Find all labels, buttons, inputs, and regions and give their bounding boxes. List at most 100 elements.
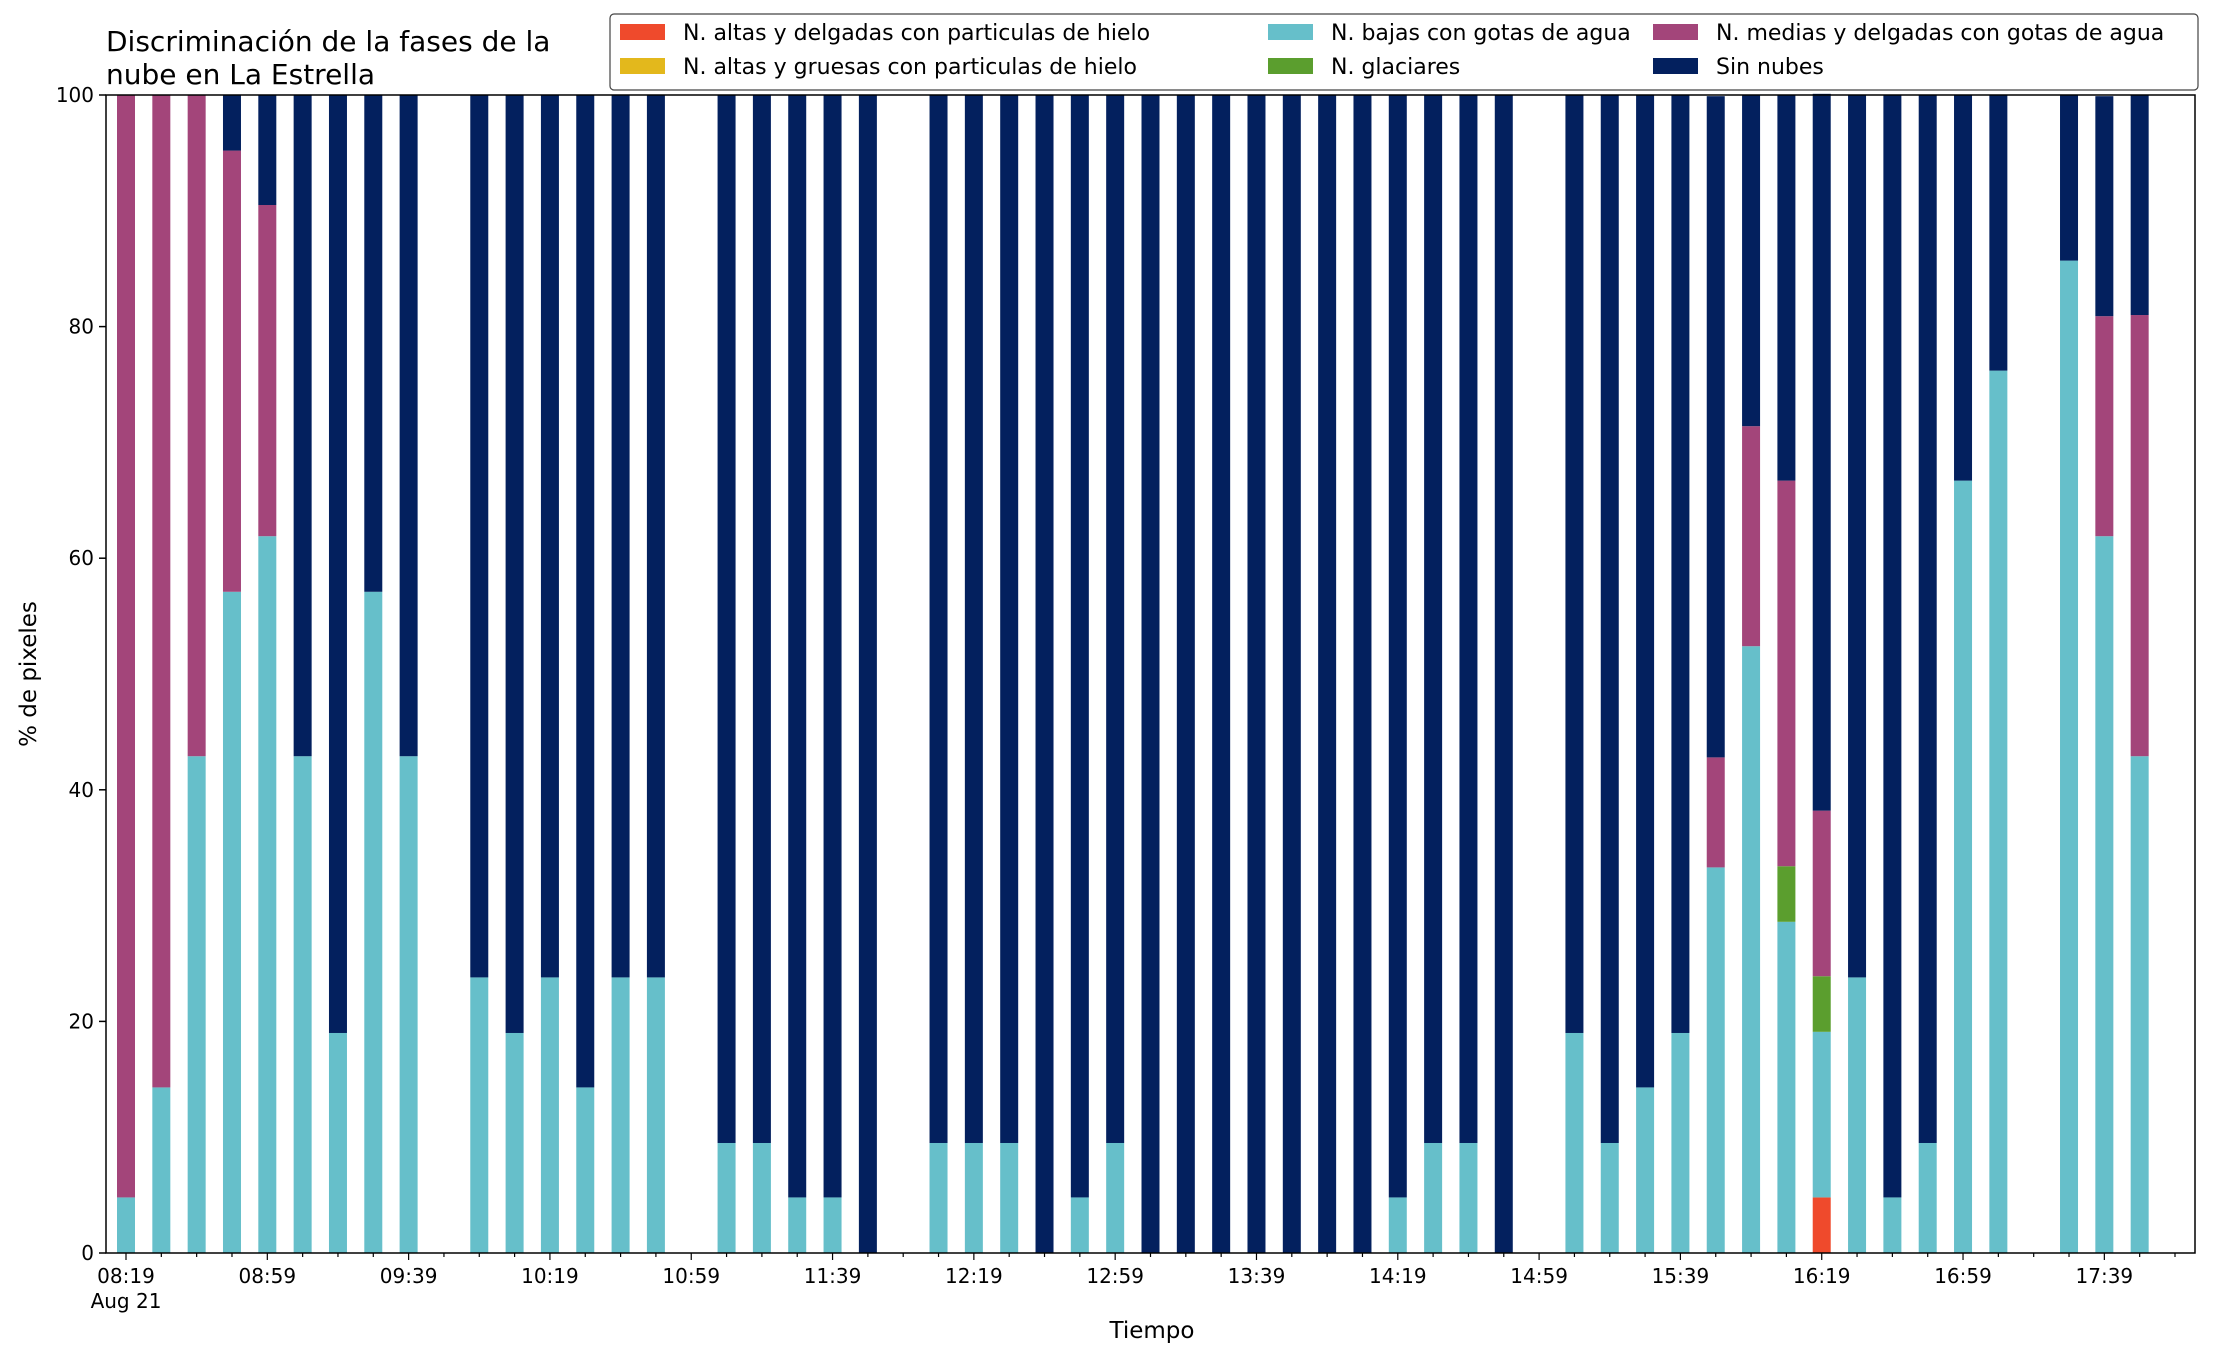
bar-segment-0859-s4	[258, 205, 277, 537]
bar-segment-1359-s5	[1318, 95, 1337, 1253]
bar-segment-1539-s5	[1671, 95, 1690, 1033]
bar-segment-1229-s5	[1000, 95, 1019, 1143]
x-tick-sublabel: Aug 21	[91, 1289, 162, 1313]
bar-segment-1529-s2	[1636, 1087, 1655, 1253]
bar-segment-1049-s2	[646, 977, 665, 1253]
bar-segment-1429-s5	[1424, 95, 1443, 1143]
bar-segment-1219-s2	[964, 1142, 983, 1253]
bar-segment-0819-s2	[117, 1197, 135, 1253]
bar-segment-1249-s2	[1070, 1197, 1089, 1253]
legend-box	[609, 13, 2199, 91]
bar-segment-1559-s2	[1742, 646, 1761, 1253]
x-tick-label: 16:19	[1793, 1264, 1851, 1288]
x-tick-label: 15:39	[1652, 1264, 1710, 1288]
bar-segment-1419-s2	[1388, 1197, 1407, 1253]
x-tick-label: 13:39	[1228, 1264, 1286, 1288]
bar-segment-1559-s4	[1742, 426, 1761, 647]
y-axis: 0 20 40 60 80 100	[56, 83, 106, 1265]
bar-segment-1039-s2	[611, 977, 630, 1253]
bar-segment-1609-s3	[1777, 866, 1796, 922]
bar-segment-1219-s5	[964, 95, 983, 1143]
bar-segment-1629-s5	[1848, 95, 1867, 978]
bar-segment-1739-s4	[2095, 316, 2114, 537]
bar-segment-0859-s5	[258, 95, 277, 206]
x-tick-label: 10:19	[521, 1264, 579, 1288]
bar-segment-1309-s5	[1141, 95, 1160, 1253]
bar-segment-1449-s5	[1494, 95, 1513, 1253]
bar-segment-1749-s2	[2130, 756, 2149, 1253]
bar-segment-1019-s5	[540, 95, 559, 978]
bar-segment-1439-s5	[1459, 95, 1478, 1143]
bar-segment-0929-s5	[364, 95, 383, 592]
chart-title-line-1: Discriminación de la fases de la	[106, 25, 550, 58]
bar-segment-1409-s5	[1353, 95, 1372, 1253]
bar-segment-1609-s5	[1777, 95, 1796, 481]
legend-label: N. glaciares	[1331, 55, 1460, 80]
bar-segment-1619-s5	[1812, 93, 1831, 811]
bar-segment-1029-s2	[576, 1087, 595, 1253]
bar-segment-1439-s2	[1459, 1142, 1478, 1253]
y-tick-label: 100	[56, 83, 94, 107]
x-tick-label: 08:19	[97, 1264, 155, 1288]
bar-segment-1549-s2	[1706, 867, 1725, 1253]
bar-segment-1429-s2	[1424, 1142, 1443, 1253]
bar-segment-0939-s2	[399, 756, 418, 1253]
bar-segment-1509-s5	[1565, 95, 1584, 1033]
y-axis-label: % de pixeles	[16, 601, 42, 747]
bar-segment-1519-s2	[1600, 1142, 1619, 1253]
bar-segment-1339-s5	[1247, 95, 1266, 1253]
bar-segment-0939-s5	[399, 95, 418, 757]
bar-segment-1259-s2	[1106, 1142, 1125, 1253]
bar-segment-1729-s5	[2060, 95, 2079, 261]
bar-segment-0909-s2	[293, 756, 312, 1253]
bar-segment-1349-s5	[1282, 95, 1301, 1253]
bar-segment-1319-s5	[1176, 95, 1195, 1253]
bar-segment-1649-s2	[1918, 1142, 1937, 1253]
x-tick-label: 11:39	[804, 1264, 862, 1288]
bar-segment-1259-s5	[1106, 95, 1125, 1143]
legend-label: N. altas y gruesas con particulas de hie…	[683, 55, 1137, 80]
bar-segment-1529-s5	[1636, 95, 1655, 1088]
x-axis-label: Tiempo	[1109, 1318, 1195, 1344]
bar-segment-1329-s5	[1212, 95, 1231, 1253]
bar-segment-0849-s4	[222, 150, 241, 592]
bar-segment-1619-s2	[1812, 1031, 1831, 1198]
legend-swatch	[1653, 24, 1698, 40]
bar-segment-1729-s2	[2060, 260, 2079, 1254]
bar-segment-1129-s2	[788, 1197, 807, 1253]
legend-swatch	[1653, 58, 1698, 74]
bar-segment-1609-s2	[1777, 921, 1796, 1253]
bar-segment-1709-s2	[1989, 370, 2008, 1254]
y-tick-label: 40	[69, 778, 94, 802]
bar-segment-0849-s5	[222, 95, 241, 151]
legend-swatch	[1268, 58, 1313, 74]
bar-segment-1249-s5	[1070, 95, 1089, 1198]
legend-label: N. medias y delgadas con gotas de agua	[1716, 21, 2164, 46]
bar-segment-1129-s5	[788, 95, 807, 1198]
bar-segment-0919-s2	[328, 1032, 347, 1253]
bar-segment-1659-s2	[1954, 480, 1973, 1253]
bar-segment-1019-s2	[540, 977, 559, 1253]
bar-segment-1549-s4	[1706, 757, 1725, 868]
bar-segment-1649-s5	[1918, 95, 1937, 1143]
bar-segment-1139-s2	[823, 1197, 842, 1253]
bar-segment-1229-s2	[1000, 1142, 1019, 1253]
bar-segment-1659-s5	[1954, 95, 1973, 481]
bar-segment-1609-s4	[1777, 480, 1796, 867]
bar-segment-1109-s2	[717, 1142, 736, 1253]
bar-segment-1149-s5	[858, 95, 877, 1253]
bar-segment-1739-s2	[2095, 536, 2114, 1253]
x-tick-label: 12:59	[1086, 1264, 1144, 1288]
bar-segment-1519-s5	[1600, 95, 1619, 1143]
bar-segment-0959-s2	[470, 977, 489, 1253]
x-tick-label: 08:59	[238, 1264, 296, 1288]
bar-segment-1049-s5	[646, 95, 665, 978]
x-tick-label: 12:19	[945, 1264, 1003, 1288]
x-tick-label: 09:39	[380, 1264, 438, 1288]
bar-segment-0859-s2	[258, 536, 277, 1253]
bar-segment-0959-s5	[470, 95, 489, 978]
bar-segment-1739-s5	[2095, 96, 2114, 317]
x-tick-label: 17:39	[2076, 1264, 2134, 1288]
